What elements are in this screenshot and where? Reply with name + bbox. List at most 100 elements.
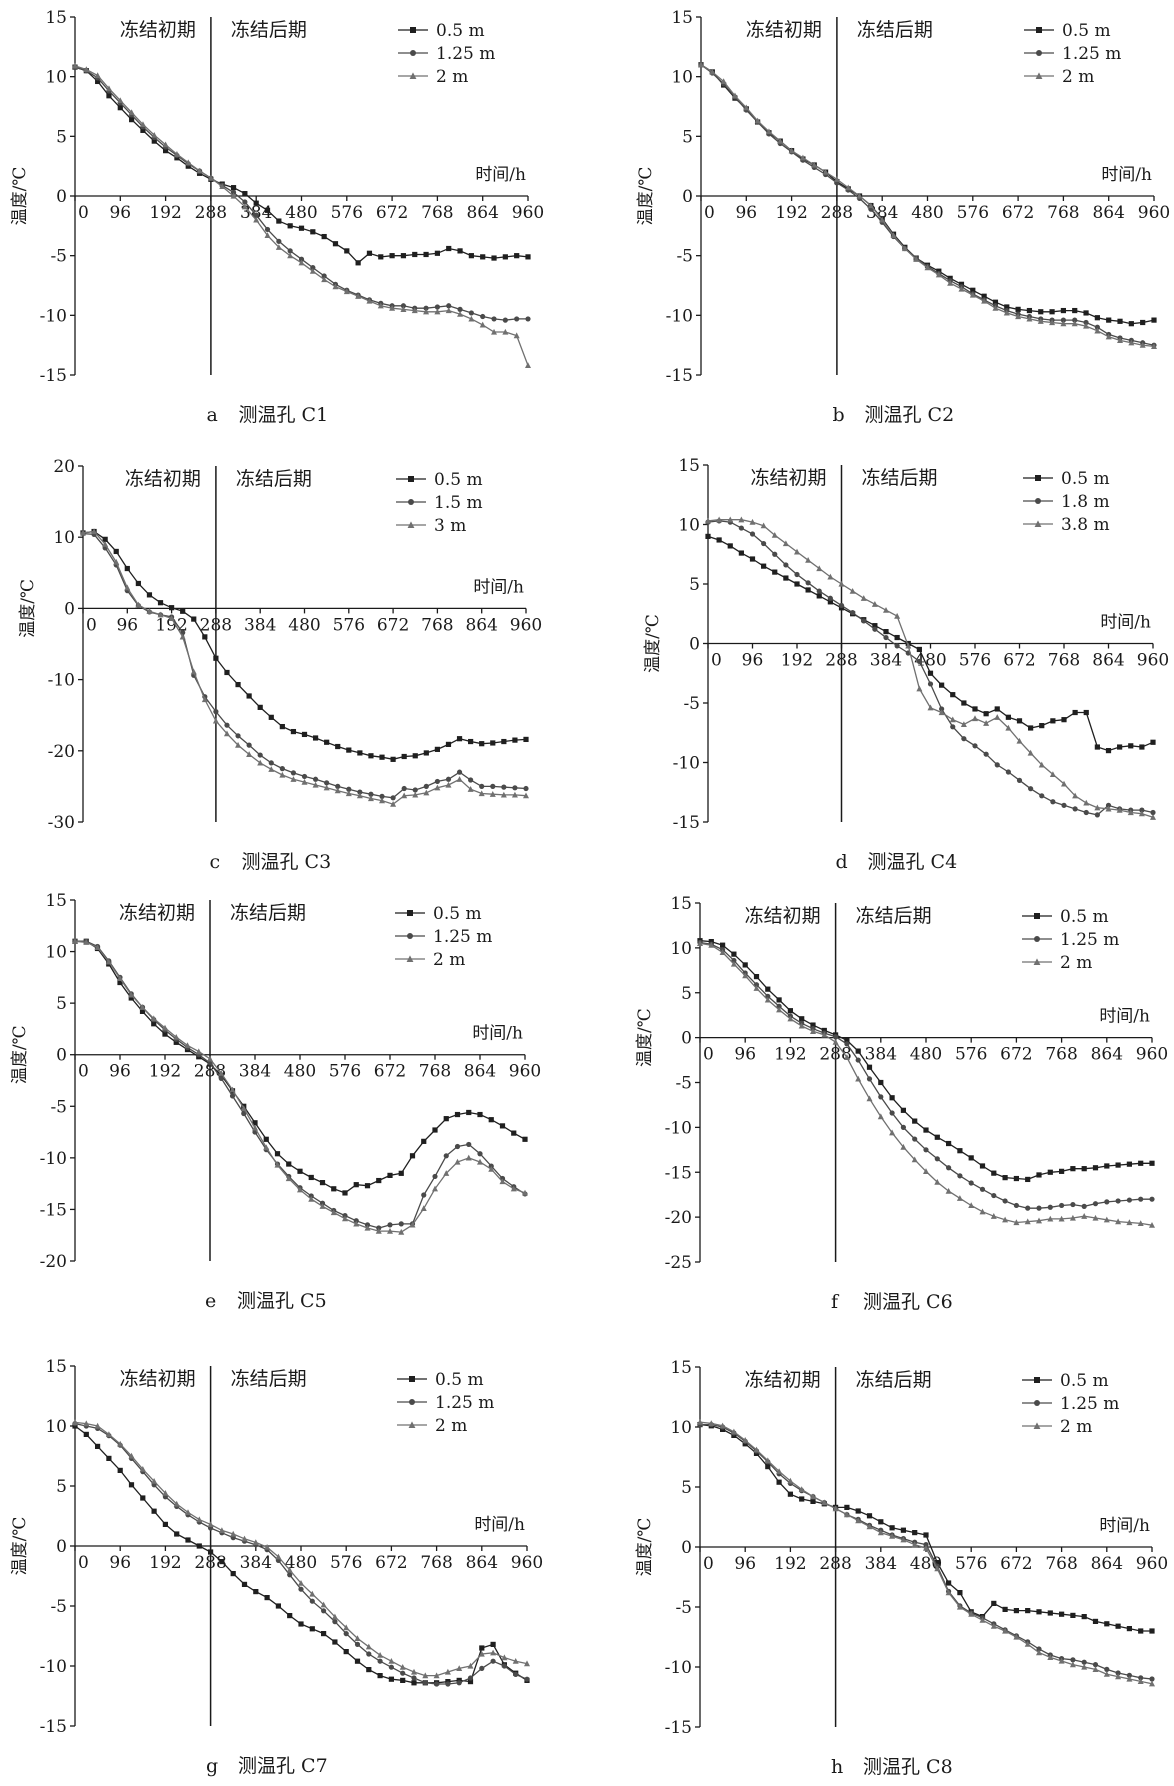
data-point-triangle xyxy=(1071,320,1078,327)
data-point-triangle xyxy=(139,121,146,127)
x-tick-label: 384 xyxy=(866,203,898,223)
data-point-circle xyxy=(866,1076,873,1082)
data-point-square xyxy=(83,1431,89,1437)
data-point-circle xyxy=(408,499,414,505)
data-point-square xyxy=(979,1163,986,1169)
data-point-square xyxy=(208,1549,214,1555)
data-point-triangle xyxy=(275,1553,282,1560)
data-point-square xyxy=(1128,743,1134,749)
data-point-circle xyxy=(872,626,878,632)
data-point-triangle xyxy=(855,1075,862,1082)
x-tick-label: 864 xyxy=(1091,1045,1123,1065)
y-tick-label: -15 xyxy=(40,1200,67,1220)
data-point-triangle xyxy=(1105,805,1112,812)
x-tick-label: 96 xyxy=(734,1045,756,1065)
data-point-triangle xyxy=(983,720,990,726)
data-point-triangle xyxy=(478,790,485,797)
data-point-circle xyxy=(1016,777,1023,783)
data-point-circle xyxy=(310,265,316,271)
data-point-square xyxy=(408,476,414,482)
data-point-square xyxy=(1104,1621,1110,1627)
phase-label-late: 冻结后期 xyxy=(231,1368,307,1390)
data-point-triangle xyxy=(1036,1649,1042,1656)
y-tick-label: -15 xyxy=(40,366,67,386)
data-point-square xyxy=(866,1064,873,1070)
data-point-triangle xyxy=(742,972,749,979)
data-point-square xyxy=(939,682,945,688)
data-point-triangle xyxy=(422,1672,429,1679)
data-point-square xyxy=(468,253,474,259)
data-point-square xyxy=(765,986,771,992)
x-tick-label: 384 xyxy=(244,615,276,635)
data-point-triangle xyxy=(945,1589,952,1596)
data-point-circle xyxy=(1034,1400,1040,1406)
data-point-square xyxy=(434,746,440,752)
data-point-triangle xyxy=(860,595,867,601)
data-point-square xyxy=(309,1626,315,1632)
data-point-square xyxy=(241,1581,248,1587)
data-point-triangle xyxy=(465,1154,472,1161)
data-point-square xyxy=(1149,1160,1155,1166)
data-point-square xyxy=(1138,1628,1144,1634)
data-point-circle xyxy=(1105,802,1112,808)
caption-text: 测温孔 C7 xyxy=(238,1755,328,1777)
series-line-1 xyxy=(75,940,526,1229)
data-point-circle xyxy=(794,571,800,578)
data-point-square xyxy=(1002,1175,1008,1181)
data-point-circle xyxy=(446,303,452,309)
data-point-triangle xyxy=(207,1055,213,1062)
data-point-triangle xyxy=(285,1175,292,1182)
y-axis-label: 温度/℃ xyxy=(10,167,30,226)
data-point-triangle xyxy=(1061,780,1067,787)
x-axis-label: 时间/h xyxy=(1100,613,1151,633)
data-point-square xyxy=(246,693,252,699)
data-point-square xyxy=(479,741,485,747)
data-point-triangle xyxy=(981,297,988,304)
data-point-square xyxy=(135,580,141,587)
data-point-triangle xyxy=(297,1186,303,1193)
data-point-circle xyxy=(1034,936,1040,942)
caption-text: 测温孔 C5 xyxy=(237,1290,327,1312)
data-point-square xyxy=(1126,1626,1132,1632)
phase-label-late: 冻结后期 xyxy=(856,905,932,927)
data-point-circle xyxy=(241,1110,247,1117)
y-axis-label: 温度/℃ xyxy=(18,579,38,638)
data-point-circle xyxy=(900,1124,907,1130)
x-tick-label: 672 xyxy=(375,1553,407,1573)
data-point-circle xyxy=(889,1110,895,1116)
data-point-circle xyxy=(354,1641,361,1647)
data-point-circle xyxy=(298,256,305,262)
y-tick-label: 10 xyxy=(678,516,700,536)
data-point-triangle xyxy=(501,1654,508,1661)
data-point-circle xyxy=(379,793,385,799)
data-point-square xyxy=(366,1667,372,1673)
data-point-square xyxy=(412,251,418,258)
y-tick-label: -10 xyxy=(665,1658,692,1678)
data-point-square xyxy=(230,1571,236,1577)
data-point-circle xyxy=(1005,769,1011,775)
data-point-circle xyxy=(749,531,756,537)
data-point-square xyxy=(749,556,756,562)
data-point-circle xyxy=(409,1399,415,1405)
data-point-triangle xyxy=(911,1541,918,1548)
data-point-triangle xyxy=(151,1478,158,1484)
data-point-triangle xyxy=(128,991,135,998)
data-point-circle xyxy=(368,791,374,797)
data-point-triangle xyxy=(196,167,203,174)
data-point-triangle xyxy=(1137,1678,1144,1684)
data-point-square xyxy=(1034,913,1040,919)
data-point-triangle xyxy=(185,159,192,166)
legend-label: 0.5 m xyxy=(1060,907,1109,927)
data-point-circle xyxy=(290,770,297,776)
data-point-triangle xyxy=(1139,341,1146,348)
data-point-square xyxy=(844,1504,850,1510)
data-point-triangle xyxy=(742,1437,749,1443)
data-point-triangle xyxy=(105,958,112,965)
data-point-triangle xyxy=(709,68,716,75)
y-tick-label: -5 xyxy=(675,1598,692,1618)
data-point-square xyxy=(321,233,327,240)
data-point-square xyxy=(368,753,374,759)
data-point-triangle xyxy=(105,1431,112,1437)
